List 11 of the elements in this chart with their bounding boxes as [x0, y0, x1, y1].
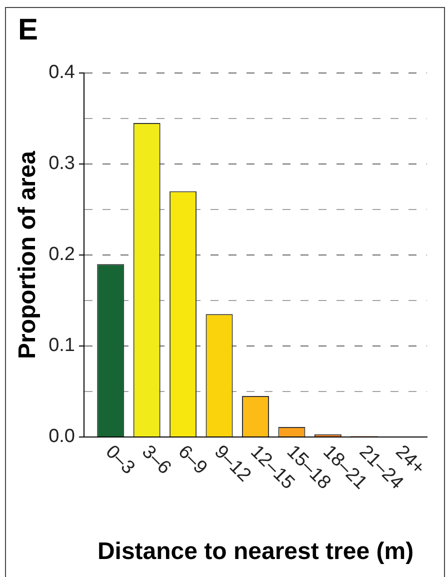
x-axis-title: Distance to nearest tree (m) [97, 538, 414, 566]
chart-title: E [18, 13, 38, 46]
x-tick-label: 3–6 [138, 441, 175, 479]
x-tick-label: 6–9 [174, 441, 212, 479]
y-tick-label: 0.4 [48, 62, 76, 84]
y-tick-label: 0.1 [48, 335, 75, 356]
y-tick-label: 0.2 [48, 244, 75, 266]
y-tick-label: 0.0 [48, 426, 75, 448]
y-tick-label: 0.3 [48, 153, 75, 174]
y-axis-title: Proportion of area [14, 150, 42, 360]
x-tick-label: 0–3 [101, 441, 139, 479]
